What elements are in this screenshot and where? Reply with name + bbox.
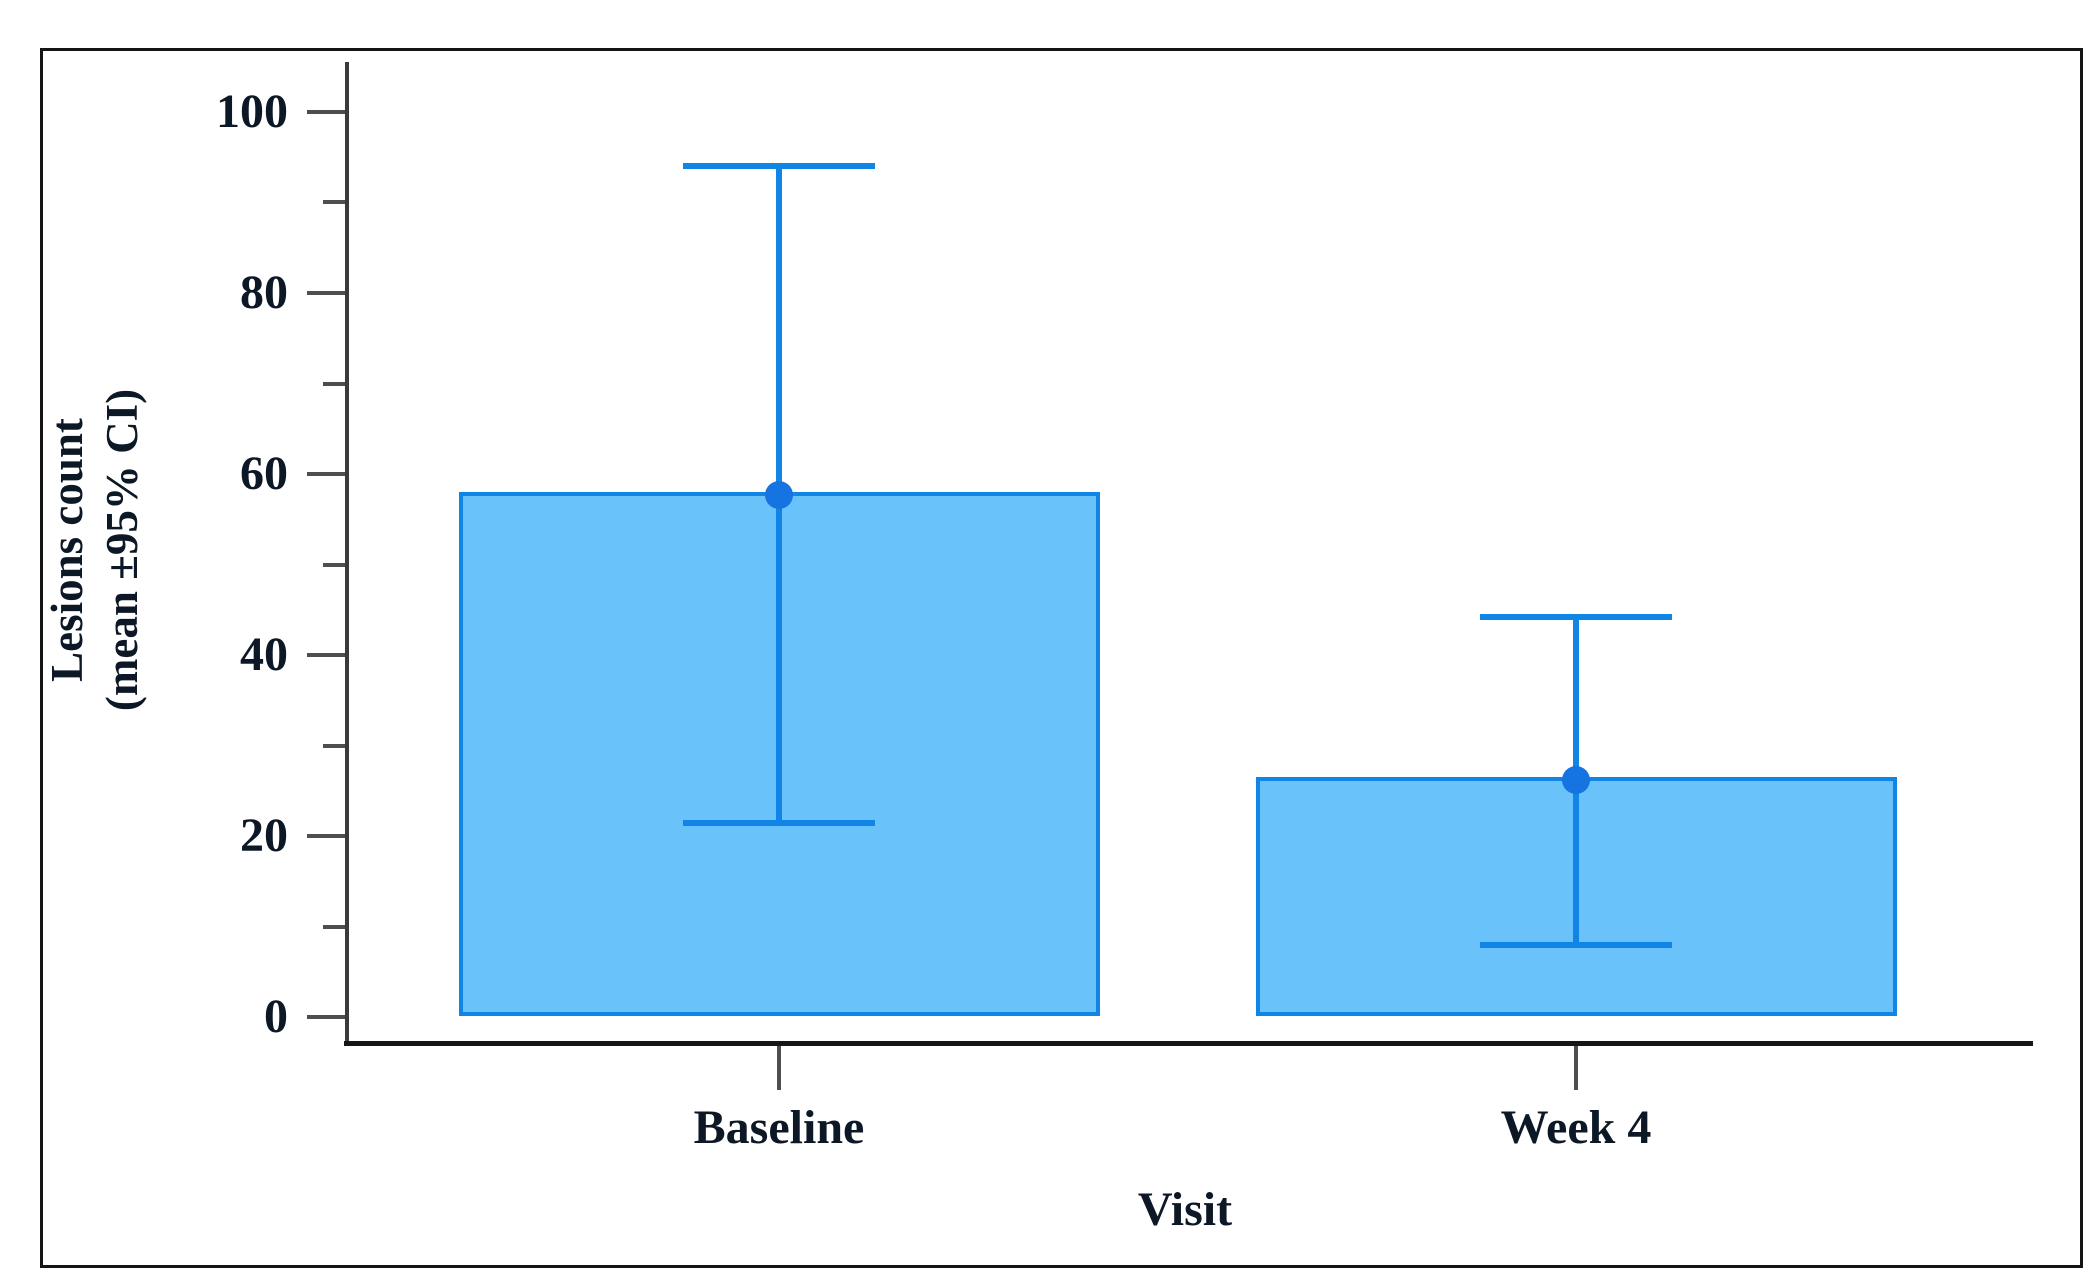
bar <box>1256 777 1897 1016</box>
x-tick <box>777 1046 781 1090</box>
bar-error-cap-bottom <box>1480 942 1672 948</box>
x-axis-line <box>344 1041 2033 1046</box>
y-axis-title-line1: Lesions count <box>42 418 92 682</box>
y-minor-tick <box>323 382 345 386</box>
y-major-tick <box>307 1015 345 1019</box>
y-major-tick <box>307 291 345 295</box>
y-major-tick <box>307 110 345 114</box>
y-major-tick <box>307 472 345 476</box>
y-minor-tick <box>323 744 345 748</box>
y-tick-label: 100 <box>216 85 288 138</box>
y-minor-tick <box>323 200 345 204</box>
y-tick-label: 60 <box>240 447 288 500</box>
y-minor-tick <box>323 563 345 567</box>
figure-frame <box>40 48 2083 1268</box>
y-axis-line <box>345 62 349 1043</box>
x-tick-label: Baseline <box>693 1101 865 1154</box>
x-tick <box>1574 1046 1578 1090</box>
bar-error-cap-top <box>1480 614 1672 620</box>
y-tick-label: 80 <box>240 266 288 319</box>
y-major-tick <box>307 653 345 657</box>
y-axis-title: Lesions count (mean ±95% CI) <box>40 340 150 760</box>
y-tick-label: 20 <box>240 809 288 862</box>
y-major-tick <box>307 834 345 838</box>
x-axis-title: Visit <box>1137 1183 1233 1236</box>
y-axis-title-line2: (mean ±95% CI) <box>97 388 147 712</box>
y-tick-label: 0 <box>264 990 288 1043</box>
y-minor-tick <box>323 925 345 929</box>
bar-error-cap-bottom <box>683 820 875 826</box>
y-tick-label: 40 <box>240 628 288 681</box>
bar-mean-marker <box>1562 766 1590 794</box>
bar-error-cap-top <box>683 163 875 169</box>
bar-mean-marker <box>765 481 793 509</box>
x-tick-label: Week 4 <box>1500 1101 1652 1154</box>
